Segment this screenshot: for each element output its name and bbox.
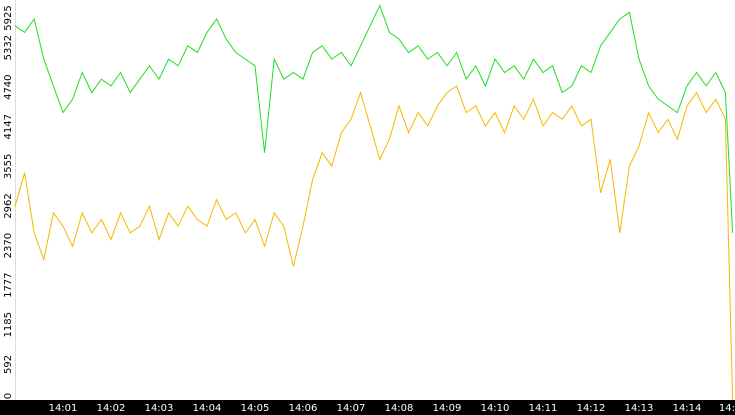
y-tick-label: 2370: [3, 233, 14, 258]
y-tick-label: 5925: [3, 5, 14, 30]
y-tick-label: 1185: [3, 312, 14, 337]
x-tick-label: 14:08: [385, 403, 414, 414]
x-tick-label: 14:04: [193, 403, 222, 414]
x-tick-label: 14:09: [433, 403, 462, 414]
x-tick-label: 14:07: [337, 403, 366, 414]
x-tick-label: 14:06: [289, 403, 318, 414]
x-tick-label: 14:11: [529, 403, 558, 414]
y-tick-label: 592: [3, 355, 14, 374]
y-tick-label: 4147: [3, 114, 14, 139]
x-tick-label: 14:: [719, 403, 735, 414]
x-tick-label: 14:02: [97, 403, 126, 414]
x-tick-label: 14:01: [49, 403, 78, 414]
x-tick-label: 14:03: [145, 403, 174, 414]
y-tick-label: 4740: [3, 74, 14, 99]
x-axis-bar: [0, 400, 735, 415]
x-tick-label: 14:12: [577, 403, 606, 414]
y-tick-label: 5332: [3, 35, 14, 60]
y-tick-label: 3555: [3, 154, 14, 179]
x-tick-label: 14:14: [673, 403, 702, 414]
x-tick-label: 14:05: [241, 403, 270, 414]
x-tick-label: 14:10: [481, 403, 510, 414]
x-tick-label: 14:13: [625, 403, 654, 414]
y-tick-label: 2962: [3, 193, 14, 218]
series-line: [14, 4, 734, 233]
series-line: [14, 85, 734, 401]
y-tick-label: 1777: [3, 272, 14, 297]
y-tick-label: 0: [3, 393, 14, 399]
